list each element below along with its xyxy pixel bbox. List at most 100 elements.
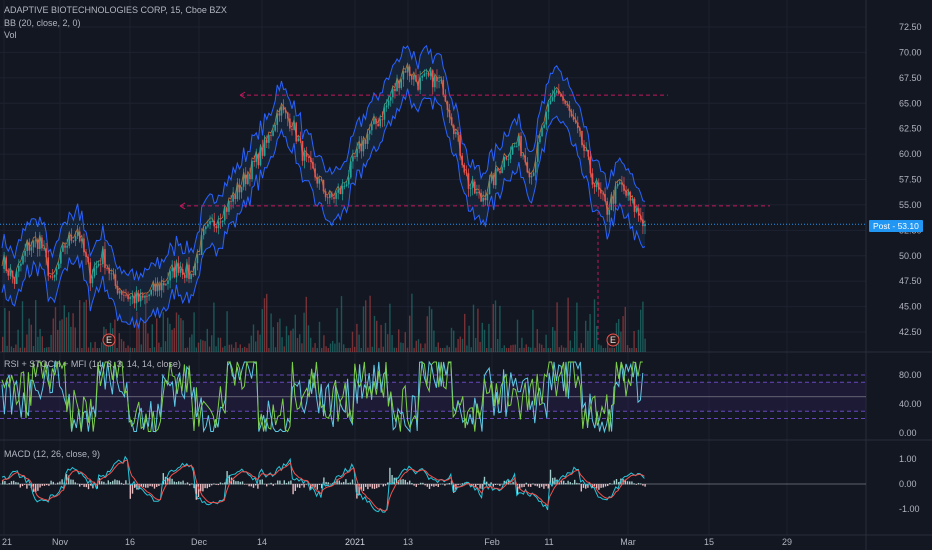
volume-bar xyxy=(560,345,563,352)
volume-bar xyxy=(259,334,261,352)
macd-histogram-bar xyxy=(510,483,512,485)
candle-body xyxy=(360,143,363,152)
volume-bar xyxy=(624,307,626,352)
candle-body xyxy=(555,90,558,93)
candle-body xyxy=(329,193,331,198)
macd-histogram-bar xyxy=(532,483,534,485)
volume-bar xyxy=(90,342,92,352)
candle-body xyxy=(446,101,449,111)
macd-histogram-bar xyxy=(28,484,30,486)
macd-histogram-bar xyxy=(545,484,547,487)
volume-bar xyxy=(481,322,483,352)
macd-histogram-bar xyxy=(261,479,263,485)
candle-body xyxy=(74,236,77,242)
candle-body xyxy=(49,275,52,277)
candle-body xyxy=(597,182,600,190)
osc-axis-label: 40.00 xyxy=(899,399,922,409)
volume-bar xyxy=(558,347,560,352)
candle-body xyxy=(236,185,239,200)
macd-label[interactable]: MACD (12, 26, close, 9) xyxy=(4,449,101,459)
candle-body xyxy=(513,146,516,148)
volume-bar xyxy=(281,337,283,352)
macd-histogram-bar xyxy=(428,484,431,489)
macd-histogram-bar xyxy=(354,483,356,485)
osc-axis-label: 0.00 xyxy=(899,428,917,438)
volume-bar xyxy=(503,345,505,352)
candle-body xyxy=(299,138,302,141)
time-axis-label: 2021 xyxy=(345,537,365,547)
volume-bar xyxy=(274,347,277,352)
bb-indicator-label[interactable]: BB (20, close, 2, 0) xyxy=(4,18,81,28)
candle-body xyxy=(549,100,552,105)
candle-body xyxy=(511,146,514,155)
macd-histogram-bar xyxy=(530,484,532,487)
oscillator-label[interactable]: RSI + STOCH + MFI (14, 3, 3, 14, 14, clo… xyxy=(4,359,181,369)
volume-bar xyxy=(591,348,593,352)
volume-bar xyxy=(516,319,519,352)
candle-body xyxy=(194,263,197,276)
volume-bar xyxy=(305,296,307,352)
macd-histogram-bar xyxy=(618,482,620,485)
macd-histogram-bar xyxy=(162,473,164,485)
volume-bar xyxy=(360,347,362,352)
candle-body xyxy=(205,226,207,230)
volume-bar xyxy=(477,308,479,352)
candle-body xyxy=(532,172,535,176)
volume-indicator-label[interactable]: Vol xyxy=(4,30,17,40)
volume-bar xyxy=(327,347,329,352)
macd-histogram-bar xyxy=(85,484,87,488)
volume-bar xyxy=(633,330,635,352)
volume-bar xyxy=(569,340,571,352)
macd-histogram-bar xyxy=(290,480,292,485)
candle-body xyxy=(488,181,491,195)
volume-bar xyxy=(402,343,404,352)
volume-bar xyxy=(459,336,461,352)
macd-histogram-bar xyxy=(158,484,160,486)
volume-bar xyxy=(338,342,340,352)
macd-histogram-bar xyxy=(415,484,417,487)
macd-histogram-bar xyxy=(215,484,217,485)
volume-bar xyxy=(642,301,644,352)
macd-histogram-bar xyxy=(252,484,255,488)
volume-bar xyxy=(285,326,288,352)
candle-body xyxy=(152,284,155,290)
volume-bar xyxy=(382,346,384,352)
macd-histogram-bar xyxy=(279,480,281,485)
macd-histogram-bar xyxy=(362,484,365,492)
candle-body xyxy=(135,293,138,304)
volume-bar xyxy=(519,347,521,352)
candle-body xyxy=(156,284,159,292)
macd-histogram-bar xyxy=(360,484,362,491)
volume-bar xyxy=(197,342,200,352)
volume-bar xyxy=(193,312,195,352)
candle-body xyxy=(125,295,127,297)
volume-bar xyxy=(48,347,50,352)
candle-body xyxy=(217,221,220,229)
volume-bar xyxy=(631,347,633,352)
volume-bar xyxy=(620,331,622,352)
macd-histogram-bar xyxy=(439,483,442,485)
last-price-badge: Post - 53.10 xyxy=(869,220,923,232)
candle-body xyxy=(398,80,400,89)
macd-histogram-bar xyxy=(26,484,28,489)
macd-histogram-bar xyxy=(21,484,24,487)
candle-body xyxy=(366,133,369,144)
volume-bar xyxy=(228,344,230,352)
volume-bar xyxy=(312,347,314,352)
volume-bar xyxy=(215,346,217,352)
candle-body xyxy=(450,117,453,126)
volume-bar xyxy=(527,346,530,352)
candle-body xyxy=(7,271,10,276)
volume-bar xyxy=(424,343,426,352)
macd-histogram-bar xyxy=(387,482,389,485)
macd-histogram-bar xyxy=(92,484,94,489)
candle-body xyxy=(358,143,361,149)
volume-bar xyxy=(422,347,424,352)
volume-bar xyxy=(13,348,15,352)
candle-body xyxy=(85,252,87,258)
macd-histogram-bar xyxy=(127,483,129,485)
macd-histogram-bar xyxy=(391,475,393,485)
macd-histogram-bar xyxy=(607,484,609,486)
